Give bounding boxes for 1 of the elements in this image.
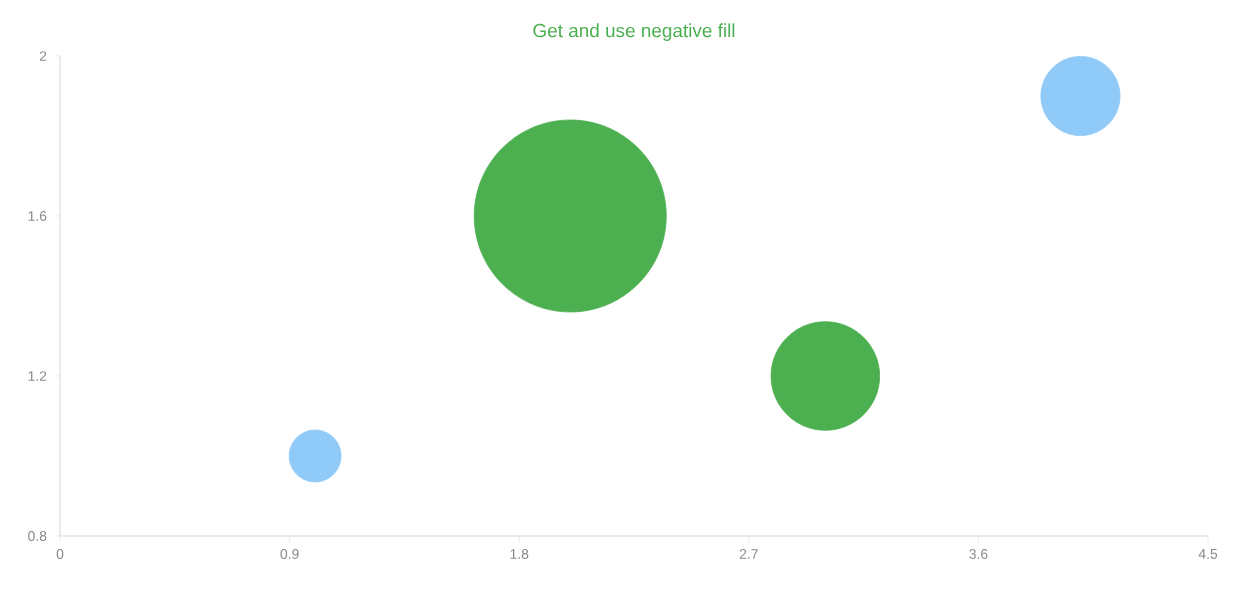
chart-title: Get and use negative fill xyxy=(533,23,735,42)
